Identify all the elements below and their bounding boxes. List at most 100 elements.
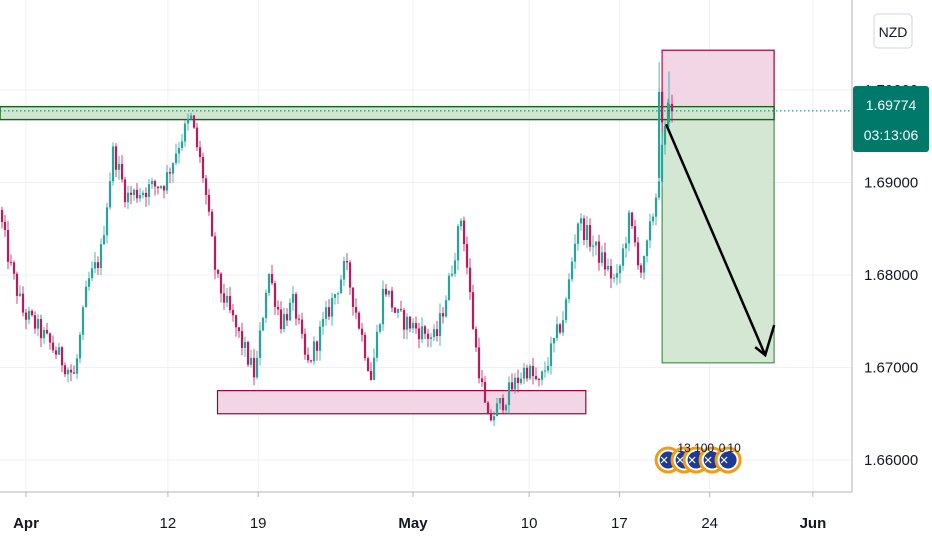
candle-body bbox=[279, 309, 283, 330]
candle-body bbox=[525, 367, 529, 379]
candle-body bbox=[183, 123, 187, 142]
candle-body bbox=[546, 365, 550, 371]
candle-body bbox=[658, 91, 661, 178]
candle-body bbox=[177, 148, 181, 154]
candle-body bbox=[93, 262, 97, 269]
candle-body bbox=[570, 261, 574, 280]
candle-body bbox=[258, 330, 262, 358]
candle-body bbox=[507, 382, 511, 406]
candle-body bbox=[288, 302, 292, 321]
candle-body bbox=[162, 186, 166, 191]
candle-body bbox=[120, 163, 124, 180]
candle-body bbox=[273, 283, 277, 307]
candle-body bbox=[670, 103, 674, 112]
y-tick-label: 1.67000 bbox=[864, 360, 918, 377]
currency-button[interactable]: NZD bbox=[873, 13, 913, 49]
candle-body bbox=[249, 357, 253, 365]
candle-body bbox=[210, 211, 214, 237]
candle-body bbox=[228, 295, 232, 311]
candle-body bbox=[132, 189, 136, 195]
candle-body bbox=[267, 274, 271, 293]
candle-body bbox=[129, 192, 133, 195]
candle-body bbox=[537, 378, 541, 380]
candle-body bbox=[45, 330, 49, 334]
candle-body bbox=[414, 323, 418, 329]
candle-body bbox=[12, 262, 16, 274]
flag-cross bbox=[704, 456, 712, 464]
x-tick-label: May bbox=[398, 515, 428, 532]
candle-body bbox=[438, 313, 442, 337]
candle-body bbox=[354, 307, 358, 313]
candle-body bbox=[411, 323, 415, 329]
candle-body bbox=[303, 333, 307, 355]
candle-body bbox=[117, 163, 121, 170]
candle-body bbox=[453, 260, 457, 274]
candle-body bbox=[579, 218, 583, 224]
candle-body bbox=[285, 314, 289, 321]
candle-body bbox=[309, 360, 313, 362]
candle-body bbox=[252, 357, 256, 378]
candle-body bbox=[633, 226, 637, 243]
candle-body bbox=[42, 330, 46, 339]
candle-body bbox=[660, 144, 664, 182]
candle-body bbox=[306, 354, 310, 361]
annotation-zones bbox=[0, 49, 775, 415]
candle-body bbox=[534, 376, 538, 379]
candle-body bbox=[150, 181, 154, 185]
au-flag-icon bbox=[719, 451, 737, 469]
candle-body bbox=[147, 184, 151, 198]
candle-body bbox=[225, 295, 229, 303]
event-label: 10 bbox=[727, 441, 741, 455]
candle-body bbox=[573, 243, 577, 262]
candle-body bbox=[333, 294, 337, 298]
candle-body bbox=[0, 210, 4, 222]
candle-body bbox=[621, 248, 625, 266]
candle-body bbox=[597, 241, 601, 263]
x-tick-label: 12 bbox=[160, 515, 177, 532]
candle-body bbox=[351, 287, 355, 308]
currency-label: NZD bbox=[879, 24, 908, 40]
candle-body bbox=[243, 341, 247, 348]
projection-arrow-head bbox=[754, 324, 776, 358]
candle-body bbox=[15, 273, 19, 296]
candle-body bbox=[108, 181, 112, 208]
candle-body bbox=[6, 230, 10, 262]
annotation-overlay bbox=[0, 110, 852, 358]
candle-body bbox=[564, 299, 568, 321]
candle-body bbox=[480, 378, 484, 383]
candle-body bbox=[558, 324, 562, 333]
candle-body bbox=[174, 153, 178, 164]
candle-body bbox=[36, 319, 40, 329]
candle-body bbox=[429, 337, 433, 339]
x-tick-label: 19 bbox=[250, 515, 267, 532]
candle-body bbox=[516, 377, 520, 384]
flag-cross bbox=[688, 456, 696, 464]
candle-body bbox=[30, 310, 34, 316]
candle-body bbox=[255, 357, 259, 378]
candle-body bbox=[663, 125, 667, 145]
candle-body bbox=[624, 243, 628, 249]
candle-body bbox=[528, 366, 532, 379]
candle-body bbox=[192, 115, 196, 128]
candle-body bbox=[204, 178, 208, 195]
candle-body bbox=[387, 290, 391, 295]
candle-body bbox=[87, 278, 91, 287]
candle-body bbox=[84, 286, 88, 308]
candle-body bbox=[417, 328, 421, 340]
candle-body bbox=[366, 358, 370, 371]
candle-body bbox=[357, 312, 361, 329]
candle-body bbox=[582, 218, 586, 241]
candle-body bbox=[219, 273, 223, 294]
candle-body bbox=[402, 310, 406, 330]
y-tick-label: 1.69000 bbox=[864, 175, 918, 192]
candle-body bbox=[123, 179, 127, 203]
target-zone bbox=[661, 108, 775, 364]
candle-body bbox=[447, 275, 451, 301]
x-tick-label: 17 bbox=[611, 515, 628, 532]
candle-body bbox=[348, 262, 352, 288]
candle-body bbox=[591, 245, 595, 247]
candle-body bbox=[27, 310, 31, 320]
